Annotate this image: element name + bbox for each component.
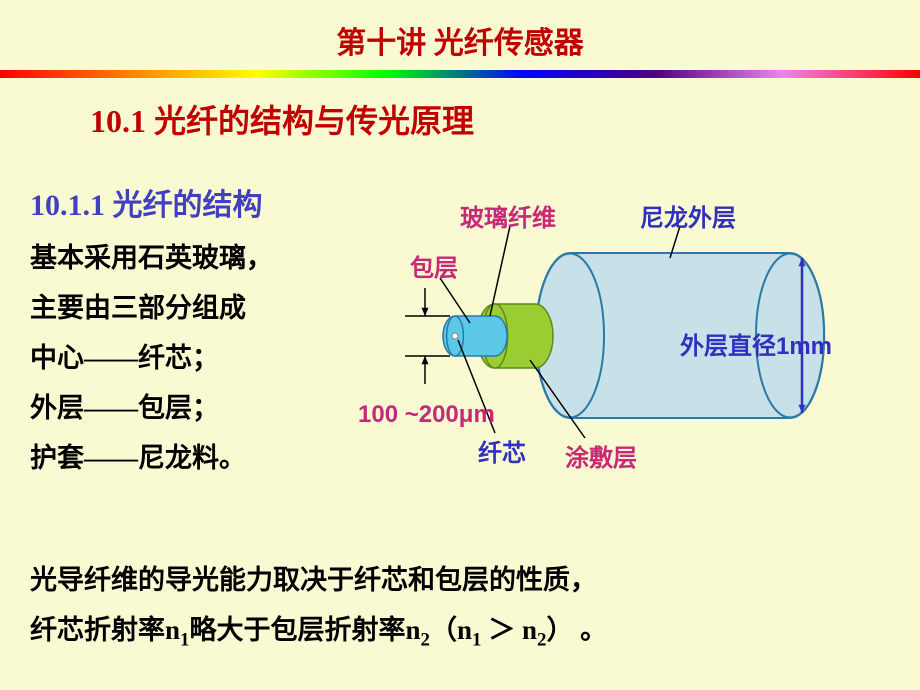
rainbow-divider bbox=[0, 70, 920, 78]
label-nylon: 尼龙外层 bbox=[640, 198, 736, 233]
fiber-diagram: 玻璃纤维 尼龙外层 包层 外层直径1mm 100 ~200μm 纤芯 涂敷层 bbox=[370, 188, 900, 458]
body-line: 主要由三部分组成 bbox=[30, 284, 390, 334]
bottom-line: 光导纤维的导光能力取决于纤芯和包层的性质， bbox=[30, 556, 900, 606]
label-dimension: 100 ~200μm bbox=[358, 401, 495, 429]
body-line: 基本采用石英玻璃， bbox=[30, 234, 390, 284]
label-fiberglass: 玻璃纤维 bbox=[460, 198, 556, 233]
label-outer-diameter: 外层直径1mm bbox=[680, 326, 832, 361]
label-core: 纤芯 bbox=[478, 433, 526, 468]
body-line: 护套——尼龙料。 bbox=[30, 434, 390, 484]
label-coating: 涂敷层 bbox=[565, 438, 637, 473]
bottom-line: 纤芯折射率n1略大于包层折射率n2（n1 ＞ n2） 。 bbox=[30, 606, 900, 658]
body-text: 基本采用石英玻璃， 主要由三部分组成 中心——纤芯； 外层——包层； 护套——尼… bbox=[30, 234, 390, 484]
page-title: 第十讲 光纤传感器 bbox=[0, 0, 920, 70]
label-cladding: 包层 bbox=[410, 248, 458, 283]
body-line: 中心——纤芯； bbox=[30, 334, 390, 384]
body-line: 外层——包层； bbox=[30, 384, 390, 434]
bottom-text: 光导纤维的导光能力取决于纤芯和包层的性质， 纤芯折射率n1略大于包层折射率n2（… bbox=[30, 556, 900, 658]
section-title: 10.1 光纤的结构与传光原理 bbox=[0, 78, 920, 142]
